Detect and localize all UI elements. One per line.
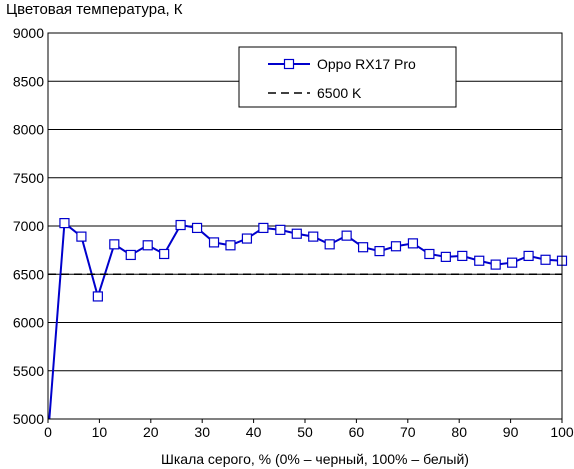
- x-tick-label: 70: [400, 424, 416, 440]
- legend-label-oppo: Oppo RX17 Pro: [317, 56, 416, 72]
- x-tick-label: 20: [143, 424, 159, 440]
- data-point-marker: [374, 245, 385, 257]
- x-tick-label: 30: [194, 424, 210, 440]
- data-point-marker: [109, 239, 120, 250]
- chart-title: Цветовая температура, К: [6, 1, 183, 18]
- y-tick-label: 7500: [13, 170, 44, 186]
- data-point-marker: [523, 250, 534, 262]
- data-point-marker: [324, 239, 335, 250]
- x-tick-label: 10: [92, 424, 108, 440]
- data-point-marker: [225, 240, 236, 251]
- x-tick-label: 60: [349, 424, 365, 440]
- x-axis-label: Шкала серого, % (0% – черный, 100% – бел…: [161, 451, 469, 467]
- data-point-marker: [424, 248, 435, 260]
- series-line-oppo-rx17-pro: [48, 221, 562, 419]
- data-point-marker: [175, 219, 186, 231]
- legend-swatch-marker-oppo: [283, 58, 295, 70]
- data-point-marker: [159, 248, 170, 260]
- x-tick-label: 90: [503, 424, 519, 440]
- data-point-marker: [92, 291, 103, 302]
- y-axis-ticks: 5000 5500 6000 6500 7000 7500 8000 8500 9000: [13, 25, 44, 427]
- legend-box: [238, 46, 457, 108]
- data-point-marker: [241, 233, 253, 244]
- data-point-marker: [59, 218, 70, 229]
- plot-series: [48, 218, 568, 419]
- y-tick-label: 5000: [13, 411, 44, 427]
- y-tick-label: 6000: [13, 315, 44, 331]
- y-tick-label: 6500: [13, 266, 44, 282]
- x-tick-label: 100: [550, 424, 574, 440]
- x-tick-label: 40: [246, 424, 262, 440]
- legend: Oppo RX17 Pro 6500 K: [238, 46, 457, 108]
- legend-label-6500k: 6500 K: [317, 85, 362, 101]
- data-point-marker: [490, 259, 501, 270]
- data-point-marker: [191, 222, 203, 234]
- data-point-marker: [308, 231, 319, 242]
- data-point-marker: [208, 237, 220, 248]
- data-point-marker: [142, 240, 153, 251]
- x-axis-ticks: 0 10 20 30 40 50 60 70 80 90 100: [44, 419, 574, 440]
- x-tick-label: 0: [44, 424, 52, 440]
- data-point-marker: [540, 254, 551, 265]
- x-tick-label: 50: [297, 424, 313, 440]
- data-point-marker: [407, 238, 419, 249]
- data-point-marker: [291, 228, 302, 239]
- data-point-marker: [357, 242, 369, 253]
- data-point-marker: [125, 249, 136, 261]
- y-tick-label: 7000: [13, 218, 44, 234]
- data-point-marker: [275, 224, 286, 235]
- data-point-marker: [440, 251, 451, 262]
- y-tick-label: 5500: [13, 363, 44, 379]
- x-tick-label: 80: [451, 424, 467, 440]
- data-point-marker: [258, 222, 269, 234]
- data-point-marker: [390, 241, 402, 252]
- y-tick-label: 8500: [13, 73, 44, 89]
- data-point-marker: [76, 231, 87, 242]
- data-point-marker: [457, 250, 468, 262]
- y-tick-label: 8000: [13, 122, 44, 138]
- y-tick-label: 9000: [13, 25, 44, 41]
- data-point-marker: [507, 257, 518, 268]
- data-point-marker: [474, 255, 485, 266]
- data-point-marker: [341, 230, 352, 241]
